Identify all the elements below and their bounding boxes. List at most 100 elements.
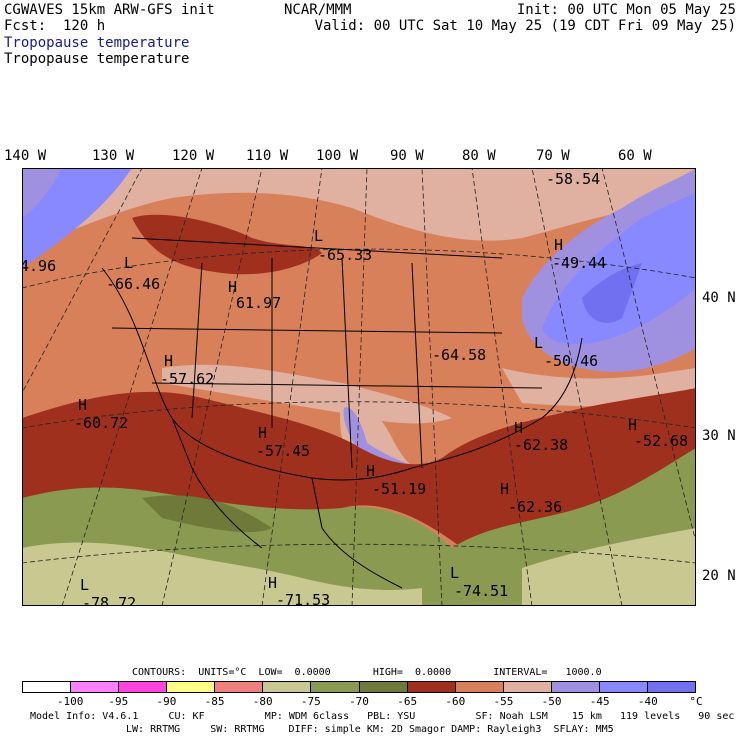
colorbar-tick-label: -85 [204,695,225,708]
center-value: -62.38 [514,436,568,454]
center-value: -62.36 [508,498,562,516]
colorbar-tick-label: -70 [349,695,369,708]
state-line [191,262,203,419]
center-value: -58.54 [546,170,600,188]
colorbar-swatch [71,682,120,692]
svg-text:-65.33: -65.33 [318,246,372,264]
svg-text:L: L [450,564,459,582]
lat-line-20 [22,543,696,564]
field-title-1: Tropopause temperature [4,35,190,51]
cold-core-northwest [22,168,62,218]
colorbar-swatch [551,682,600,692]
colorbar-tick-label: -100 [56,695,84,708]
center-value: -57.45 [256,442,310,460]
center-value: -57.62 [160,370,214,388]
lat-label: 40 N [702,290,736,306]
center-value: -50.46 [544,352,598,370]
lon-label: 60 W [618,148,652,164]
colorbar-swatch [648,682,696,692]
lat-label: 20 N [702,568,736,584]
lon-label: 70 W [536,148,570,164]
center-letter: H [628,416,637,434]
lon-label: 130 W [92,148,135,164]
svg-text:-64.58: -64.58 [432,346,486,364]
pale-region-southeast [522,528,696,606]
svg-text:-62.36: -62.36 [508,498,562,516]
colorbar-tick-label: -50 [541,695,562,708]
svg-text:-71.53: -71.53 [276,591,330,606]
center-value: -74.51 [454,582,508,600]
colorbar-tick-label: -45 [589,695,610,708]
colorbar-swatch [455,682,504,692]
colorbar-tick-label: -65 [397,695,418,708]
pressure-centers: 4.96 L -66.46 H 61.97 L -65.33 -58.54 H … [22,170,688,606]
center-letter: H [366,462,375,480]
center-letter: H [268,574,277,592]
light-band-north [22,168,696,248]
forecast-hour: Fcst: 120 h [4,18,106,34]
center-letter: L [80,576,89,594]
center-letter: H [228,278,237,296]
cold-core-northeast [542,193,696,345]
svg-text:L: L [534,334,543,352]
model-title: CGWAVES 15km ARW-GFS init [4,2,215,18]
lon-label: 90 W [390,148,424,164]
contours-info: CONTOURS: UNITS=°C LOW= 0.0000 HIGH= 0.0… [132,667,602,678]
svg-text:H: H [228,278,237,296]
svg-text:-58.54: -58.54 [546,170,600,188]
center-value: -52.68 [634,432,688,450]
lon-line [351,168,368,606]
lon-line [261,168,323,606]
center-value: -49.44 [552,254,606,272]
colorbar-tick-label: °C [689,695,703,708]
pale-region-southwest [22,542,422,606]
warm-band-south [22,388,696,548]
center-value: -65.33 [318,246,372,264]
svg-text:-57.45: -57.45 [256,442,310,460]
colorbar-tick-label: -75 [300,695,321,708]
center-letter: H [164,352,173,370]
lon-line [531,168,623,606]
svg-text:H: H [514,419,523,437]
lon-line [601,168,696,544]
lat-label: 30 N [702,428,736,444]
valid-time: Valid: 00 UTC Sat 10 May 25 (19 CDT Fri … [314,18,736,34]
center-value: 4.96 [22,257,56,275]
lat-line-30 [22,401,696,429]
lon-line [471,168,533,606]
dark-green-patch [142,495,272,533]
svg-text:-78.72: -78.72 [82,594,136,606]
svg-text:-50.46: -50.46 [544,352,598,370]
svg-text:H: H [164,352,173,370]
colorbar-tick-label: -40 [637,695,658,708]
svg-text:-60.72: -60.72 [74,414,128,432]
field-title-2: Tropopause temperature [4,51,190,67]
political-boundaries [101,237,583,589]
colorbar-swatch [407,682,456,692]
svg-text:H: H [268,574,277,592]
svg-text:L: L [80,576,89,594]
colorbar-swatch [359,682,408,692]
colorbar-tick-label: -95 [108,695,129,708]
tropopause-temperature-map: 4.96 L -66.46 H 61.97 L -65.33 -58.54 H … [22,168,696,606]
center-value: -60.72 [74,414,128,432]
lon-line [161,168,263,606]
colorbar-swatch [23,682,72,692]
lon-line [22,168,143,394]
svg-text:H: H [258,424,267,442]
svg-text:-49.44: -49.44 [552,254,606,272]
cold-center-northeast [582,263,642,323]
center-letter: H [258,424,267,442]
center-value: -71.53 [276,591,330,606]
center-label: NCAR/MMM [284,2,352,18]
center-letter: H [78,396,87,414]
colorbar-swatch [215,682,264,692]
colorbar-tick-label: -80 [252,695,273,708]
us-canada-border [131,237,503,259]
cold-region-northwest [22,168,132,268]
state-line [151,382,543,389]
lon-label: 100 W [316,148,359,164]
lon-label: 140 W [4,148,47,164]
center-letter: L [314,227,323,245]
center-letter: H [500,480,509,498]
